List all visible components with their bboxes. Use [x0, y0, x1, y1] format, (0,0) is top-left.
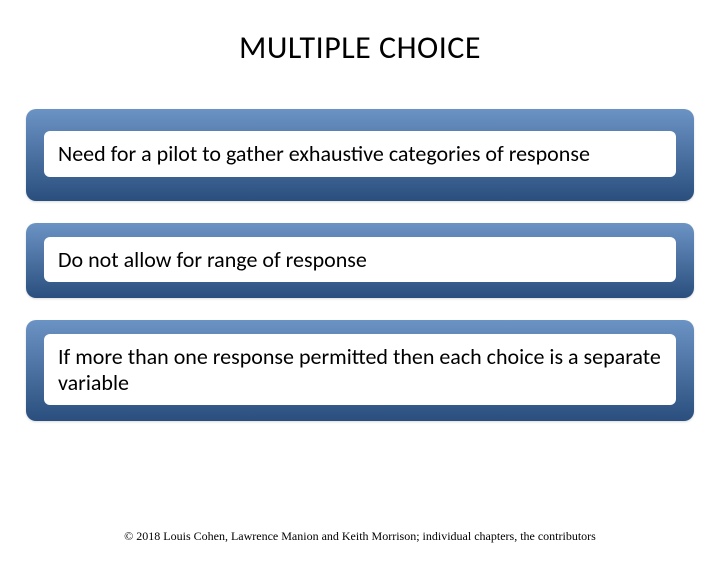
page-title: MULTIPLE CHOICE: [0, 28, 720, 67]
card: Need for a pilot to gather exhaustive ca…: [26, 109, 694, 201]
card-text: Need for a pilot to gather exhaustive ca…: [44, 131, 676, 176]
card-list: Need for a pilot to gather exhaustive ca…: [0, 109, 720, 421]
card: Do not allow for range of response: [26, 223, 694, 298]
card: If more than one response permitted then…: [26, 320, 694, 421]
footer-copyright: © 2018 Louis Cohen, Lawrence Manion and …: [0, 529, 720, 544]
card-text: If more than one response permitted then…: [44, 334, 676, 405]
card-text: Do not allow for range of response: [44, 237, 676, 282]
